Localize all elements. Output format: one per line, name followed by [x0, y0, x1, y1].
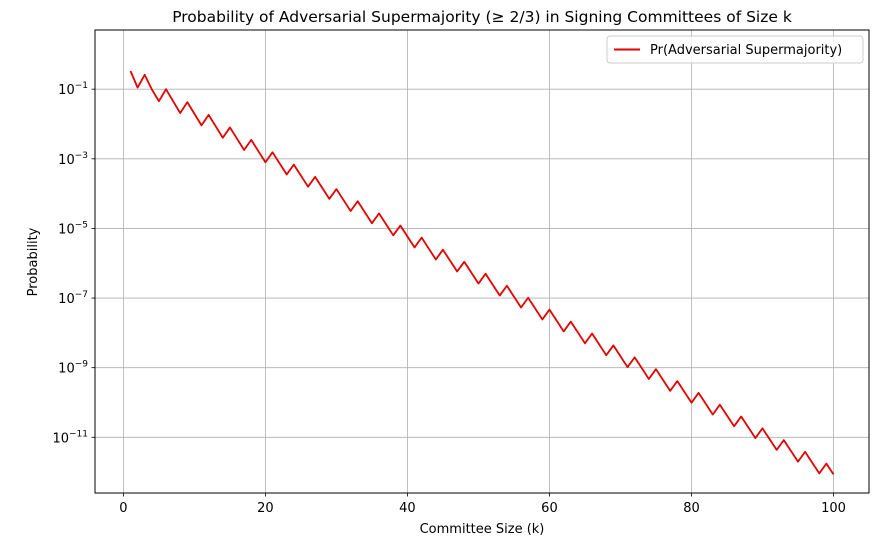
y-tick-label: 10−11: [52, 429, 88, 446]
y-tick-label-base: 10: [58, 153, 75, 168]
y-tick-label-exponent: −5: [75, 220, 88, 230]
plot-frame: [94, 29, 870, 494]
y-tick-label: 10−9: [58, 360, 88, 377]
y-tick-label-base: 10: [52, 431, 69, 446]
y-tick-label: 10−7: [58, 290, 88, 307]
y-tick-label-base: 10: [58, 83, 75, 98]
y-tick-label-exponent: −1: [75, 81, 88, 91]
y-tick-label: 10−3: [58, 151, 88, 168]
y-axis-title: Probability: [26, 227, 41, 296]
x-tick-label: 60: [541, 501, 558, 516]
legend: Pr(Adversarial Supermajority): [606, 35, 864, 64]
x-tick-label: 80: [683, 501, 700, 516]
y-tick-label: 10−1: [58, 81, 88, 98]
y-tick-label-exponent: −11: [69, 429, 88, 439]
legend-box: [606, 35, 864, 64]
y-tick-label-base: 10: [58, 222, 75, 237]
y-tick-label-exponent: −3: [75, 151, 88, 161]
x-tick-label: 40: [399, 501, 416, 516]
y-tick-label-exponent: −7: [75, 290, 88, 300]
x-tick-label: 100: [821, 501, 846, 516]
y-tick-label-base: 10: [58, 362, 75, 377]
series-layer: [129, 70, 835, 475]
series-line: [129, 70, 835, 475]
x-axis-title: Committee Size (k): [420, 522, 545, 537]
chart-title: Probability of Adversarial Supermajority…: [172, 8, 792, 26]
grid: [95, 30, 869, 493]
x-axis: 0 20 40 60 80 100: [119, 493, 846, 516]
y-tick-label-exponent: −9: [75, 360, 89, 370]
y-tick-label: 10−5: [58, 220, 88, 237]
x-tick-label: 20: [257, 501, 274, 516]
y-axis: 10−110−310−510−710−910−11: [52, 81, 95, 446]
x-tick-label: 0: [119, 501, 127, 516]
legend-label: Pr(Adversarial Supermajority): [650, 43, 842, 58]
y-tick-label-base: 10: [58, 292, 75, 307]
